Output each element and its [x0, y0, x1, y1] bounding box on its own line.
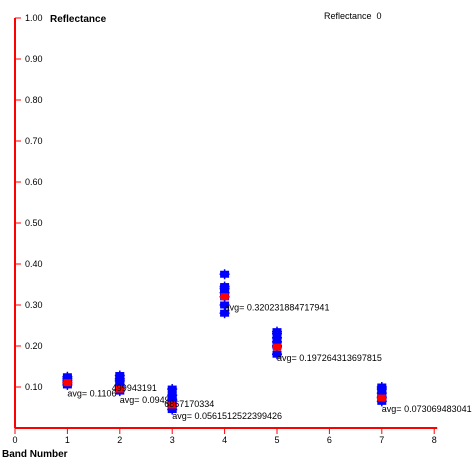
x-tick-label: 5: [274, 435, 279, 445]
x-tick-label: 0: [12, 435, 17, 445]
y-tick-label: 0.90: [25, 54, 43, 64]
readout-label: Reflectance: [324, 11, 372, 21]
avg-label: avg= 0.073069483041: [382, 404, 472, 414]
y-axis-title: Reflectance: [50, 14, 107, 25]
overlap-label: 6867170334: [164, 399, 214, 409]
y-tick-label: 0.80: [25, 95, 43, 105]
y-tick-label: 0.20: [25, 341, 43, 351]
avg-label: avg= 0.1106: [67, 389, 116, 399]
y-tick-label: 0.40: [25, 259, 43, 269]
x-axis-title: Band Number: [2, 449, 68, 460]
y-tick-label: 0.10: [25, 382, 43, 392]
y-tick-label: 0.30: [25, 300, 43, 310]
y-tick-label: 0.50: [25, 218, 43, 228]
reflectance-readout: Reflectance 0: [324, 11, 382, 21]
readout-value: 0: [376, 11, 382, 21]
x-tick-label: 6: [327, 435, 332, 445]
x-tick-label: 8: [432, 435, 437, 445]
avg-label: avg= 0.320231884717941: [225, 303, 330, 313]
avg-label: avg= 0.0949: [120, 395, 170, 405]
x-tick-label: 4: [222, 435, 227, 445]
x-tick-label: 2: [117, 435, 122, 445]
x-tick-label: 3: [170, 435, 175, 445]
y-tick-label: 1.00: [25, 13, 43, 23]
avg-label: avg= 0.0561512522399426: [172, 411, 282, 421]
x-tick-label: 7: [379, 435, 384, 445]
x-tick-label: 1: [65, 435, 70, 445]
overlap-label: 499943191: [112, 383, 157, 393]
y-tick-label: 0.70: [25, 136, 43, 146]
y-tick-label: 0.60: [25, 177, 43, 187]
avg-label: avg= 0.197264313697815: [277, 353, 382, 363]
